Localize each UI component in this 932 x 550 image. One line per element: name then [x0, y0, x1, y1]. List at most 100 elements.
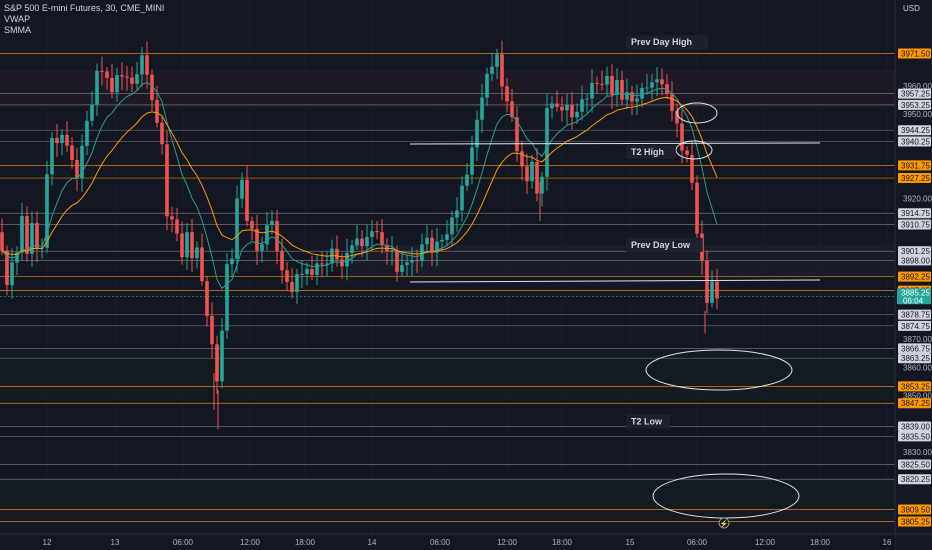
level-tag[interactable]	[898, 88, 931, 99]
candle-body[interactable]	[55, 137, 59, 143]
candle-body[interactable]	[5, 250, 9, 285]
symbol-legend[interactable]: S&P 500 E-mini Futures, 30, CME_MINI VWA…	[4, 3, 164, 36]
candle-body[interactable]	[465, 174, 469, 186]
candle-body[interactable]	[105, 71, 109, 78]
candle-body[interactable]	[45, 174, 49, 248]
candle-body[interactable]	[260, 244, 264, 251]
candle-body[interactable]	[650, 82, 654, 88]
level-tag[interactable]	[898, 431, 931, 442]
candle-body[interactable]	[415, 260, 419, 262]
candle-body[interactable]	[705, 260, 709, 303]
candle-body[interactable]	[370, 231, 374, 237]
candle-body[interactable]	[595, 82, 599, 84]
candle-body[interactable]	[35, 223, 39, 249]
candle-body[interactable]	[315, 263, 319, 275]
level-tag[interactable]	[898, 320, 931, 331]
candle-body[interactable]	[610, 75, 614, 95]
candle-body[interactable]	[245, 179, 249, 222]
candle-body[interactable]	[145, 55, 149, 75]
candle-body[interactable]	[175, 219, 179, 234]
price-axis[interactable]: USD 3960.003950.003920.003870.003860.003…	[897, 4, 932, 527]
candle-body[interactable]	[445, 234, 449, 240]
candle-body[interactable]	[240, 179, 244, 199]
candle-body[interactable]	[195, 247, 199, 259]
candle-body[interactable]	[125, 76, 129, 78]
candle-body[interactable]	[115, 75, 119, 93]
candle-body[interactable]	[20, 216, 24, 253]
level-tag[interactable]	[898, 474, 931, 485]
level-tag[interactable]	[898, 421, 931, 432]
circle-mark-1[interactable]	[676, 102, 718, 124]
candle-body[interactable]	[640, 88, 644, 99]
candle-body[interactable]	[140, 55, 144, 75]
candle-body[interactable]	[540, 176, 544, 194]
candle-body[interactable]	[345, 252, 349, 267]
smma-line[interactable]	[1, 97, 718, 258]
candle-body[interactable]	[85, 120, 89, 146]
candle-body[interactable]	[710, 281, 714, 303]
candle-body[interactable]	[545, 108, 549, 177]
level-tag[interactable]	[898, 208, 931, 219]
level-tag[interactable]	[898, 271, 931, 282]
candle-body[interactable]	[275, 220, 279, 251]
candle-body[interactable]	[495, 54, 499, 67]
candle-body[interactable]	[220, 330, 224, 382]
candle-body[interactable]	[265, 225, 269, 245]
candle-body[interactable]	[180, 233, 184, 258]
candle-body[interactable]	[280, 250, 284, 271]
candle-body[interactable]	[490, 66, 494, 74]
candle-body[interactable]	[430, 237, 434, 253]
candle-body[interactable]	[660, 79, 664, 85]
candle-body[interactable]	[335, 248, 339, 260]
candle-body[interactable]	[90, 104, 94, 121]
candle-body[interactable]	[355, 238, 359, 246]
candle-body[interactable]	[645, 87, 649, 89]
candle-body[interactable]	[470, 147, 474, 175]
candle-body[interactable]	[160, 122, 164, 145]
time-axis[interactable]: 12 13 06:00 12:00 18:00 14 06:00 12:00 18:00 15 06…	[43, 538, 892, 547]
candle-body[interactable]	[215, 344, 219, 382]
symbol-title[interactable]: S&P 500 E-mini Futures, 30, CME_MINI	[4, 3, 165, 13]
candle-body[interactable]	[320, 263, 324, 265]
candle-body[interactable]	[80, 145, 84, 179]
candle-body[interactable]	[615, 80, 619, 95]
candle-body[interactable]	[450, 217, 454, 235]
candle-body[interactable]	[600, 83, 604, 85]
level-tag[interactable]	[898, 160, 931, 171]
candle-body[interactable]	[515, 117, 519, 152]
candle-body[interactable]	[230, 258, 234, 265]
candle-body[interactable]	[560, 106, 564, 111]
candle-body[interactable]	[585, 98, 589, 100]
candle-body[interactable]	[185, 232, 189, 258]
candle-body[interactable]	[620, 80, 624, 100]
candle-body[interactable]	[510, 101, 514, 118]
candle-body[interactable]	[480, 97, 484, 120]
candle-body[interactable]	[635, 98, 639, 102]
candle-body[interactable]	[235, 198, 239, 259]
alert-marker[interactable]	[718, 517, 730, 529]
candle-body[interactable]	[475, 119, 479, 148]
candle-body[interactable]	[150, 74, 154, 100]
candle-body[interactable]	[210, 315, 214, 345]
candle-body[interactable]	[580, 99, 584, 112]
candle-body[interactable]	[295, 274, 299, 292]
candle-body[interactable]	[15, 252, 19, 263]
candle-body[interactable]	[380, 232, 384, 246]
candle-body[interactable]	[305, 268, 309, 275]
candle-body[interactable]	[435, 241, 439, 253]
candle-body[interactable]	[300, 274, 304, 276]
candle-body[interactable]	[350, 245, 354, 253]
candle-body[interactable]	[95, 70, 99, 105]
candle-body[interactable]	[65, 134, 69, 146]
level-tag[interactable]	[898, 353, 931, 364]
candle-body[interactable]	[455, 210, 459, 218]
candle-body[interactable]	[535, 161, 539, 194]
candle-body[interactable]	[630, 92, 634, 102]
candle-body[interactable]	[365, 236, 369, 247]
t2-high-trendline[interactable]	[409, 142, 821, 145]
candle-body[interactable]	[675, 110, 679, 124]
candle-body[interactable]	[10, 262, 14, 285]
level-tag[interactable]	[898, 459, 931, 470]
level-tag[interactable]	[898, 504, 931, 515]
candle-body[interactable]	[250, 221, 254, 229]
